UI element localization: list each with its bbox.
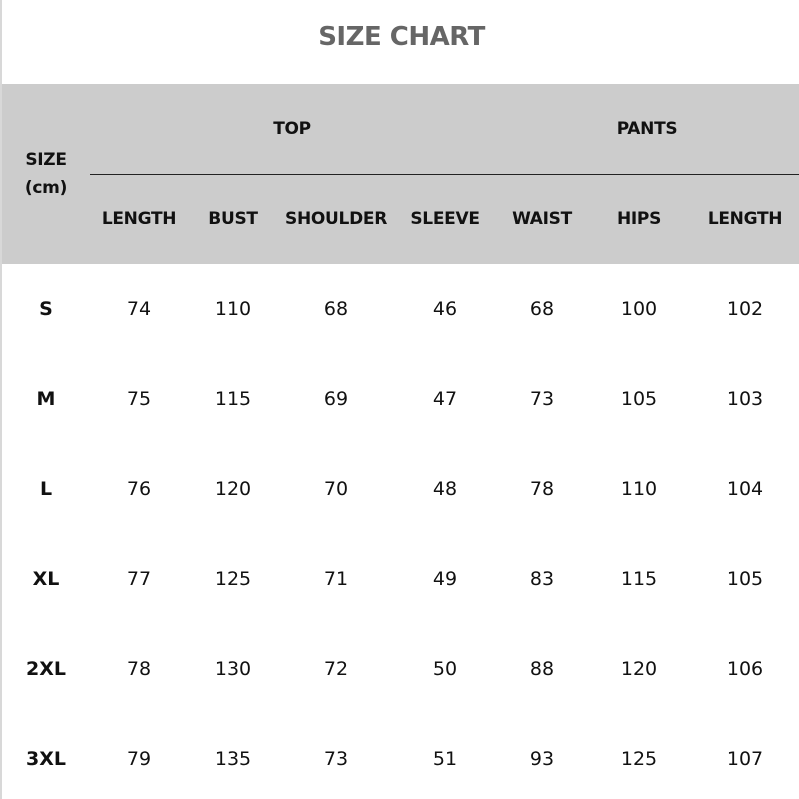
value-cell: 47 (432, 388, 458, 410)
value-cell: 105 (726, 568, 764, 590)
size-cell: S (39, 298, 53, 320)
value-cell: 46 (432, 298, 458, 320)
value-cell: 130 (214, 658, 252, 680)
size-cell: XL (32, 568, 60, 590)
value-cell: 79 (126, 748, 152, 770)
value-cell: 135 (214, 748, 252, 770)
column-header: WAIST (512, 209, 572, 229)
value-cell: 73 (529, 388, 555, 410)
value-cell: 125 (620, 748, 658, 770)
value-cell: 73 (323, 748, 349, 770)
size-cell: M (36, 388, 56, 410)
value-cell: 78 (126, 658, 152, 680)
value-cell: 107 (726, 748, 764, 770)
column-header: SLEEVE (410, 209, 480, 229)
value-cell: 76 (126, 478, 152, 500)
value-cell: 110 (214, 298, 252, 320)
size-cell: 2XL (26, 658, 66, 680)
column-header: BUST (208, 209, 258, 229)
value-cell: 125 (214, 568, 252, 590)
value-cell: 103 (726, 388, 764, 410)
column-header: HIPS (616, 209, 662, 229)
value-cell: 106 (726, 658, 764, 680)
value-cell: 83 (529, 568, 555, 590)
value-cell: 88 (529, 658, 555, 680)
group-pants: PANTS (616, 119, 678, 139)
page-title: SIZE CHART (318, 22, 485, 52)
value-cell: 78 (529, 478, 555, 500)
value-cell: 120 (214, 478, 252, 500)
size-cell: 3XL (26, 748, 66, 770)
value-cell: 74 (126, 298, 152, 320)
unit-label: (cm) (24, 178, 68, 198)
size-label: SIZE (25, 150, 67, 170)
value-cell: 102 (726, 298, 764, 320)
value-cell: 50 (432, 658, 458, 680)
value-cell: 75 (126, 388, 152, 410)
value-cell: 77 (126, 568, 152, 590)
group-top: TOP (273, 119, 311, 139)
value-cell: 93 (529, 748, 555, 770)
value-cell: 68 (323, 298, 349, 320)
column-header: LENGTH (101, 209, 177, 229)
value-cell: 70 (323, 478, 349, 500)
value-cell: 100 (620, 298, 658, 320)
value-cell: 69 (323, 388, 349, 410)
size-cell: L (39, 478, 53, 500)
column-header: SHOULDER (285, 209, 387, 229)
value-cell: 105 (620, 388, 658, 410)
size-header: SIZE (cm) (25, 146, 67, 202)
value-cell: 71 (323, 568, 349, 590)
value-cell: 115 (620, 568, 658, 590)
column-header: LENGTH (707, 209, 783, 229)
value-cell: 72 (323, 658, 349, 680)
header-divider (90, 174, 799, 175)
value-cell: 68 (529, 298, 555, 320)
value-cell: 110 (620, 478, 658, 500)
value-cell: 49 (432, 568, 458, 590)
value-cell: 120 (620, 658, 658, 680)
value-cell: 48 (432, 478, 458, 500)
value-cell: 115 (214, 388, 252, 410)
value-cell: 51 (432, 748, 458, 770)
value-cell: 104 (726, 478, 764, 500)
